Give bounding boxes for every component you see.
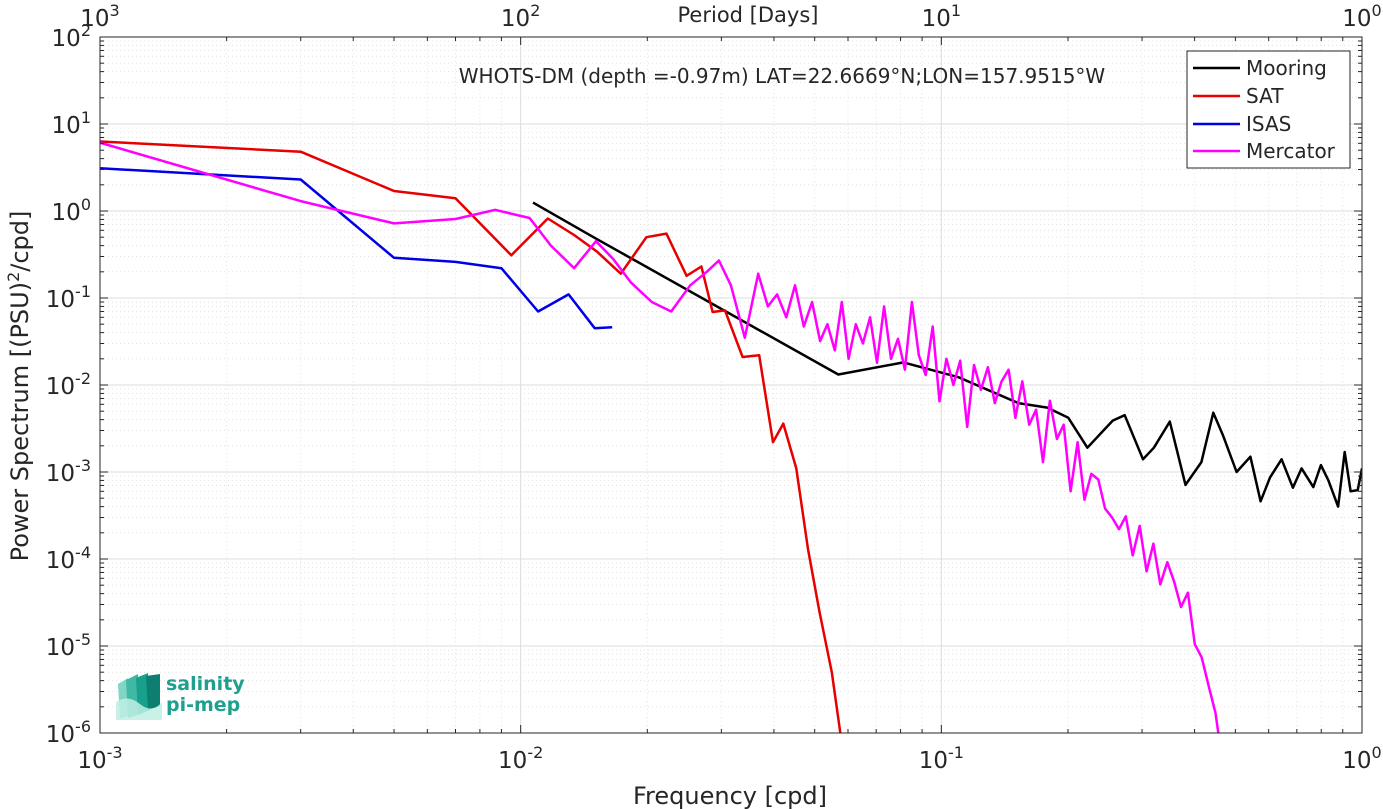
logo-line-1: salinity [166, 673, 245, 695]
y-tick-label: 10-1 [46, 282, 91, 313]
axis-ticks [99, 36, 1363, 734]
y-tick-label: 10-5 [46, 630, 91, 661]
x-tick-label: 10-2 [498, 743, 543, 774]
x-tick-label: 100 [1342, 743, 1381, 774]
series-line-sat [100, 140, 842, 733]
y-tick-label: 102 [52, 21, 91, 52]
x-axis-label: Frequency [cpd] [633, 782, 827, 809]
legend-label-mercator: Mercator [1246, 139, 1336, 163]
y-axis-label: Power Spectrum [(PSU)2/cpd] [4, 211, 35, 562]
series-line-mercator [100, 141, 1220, 733]
x2-tick-label: 101 [922, 1, 961, 32]
legend-label-isas: ISAS [1246, 112, 1291, 136]
legend-label-sat: SAT [1246, 84, 1284, 108]
series-layer [100, 140, 1362, 733]
y-tick-label: 10-2 [46, 369, 91, 400]
y-tick-label: 10-6 [46, 717, 91, 748]
legend: Mooring SAT ISAS Mercator [1186, 50, 1351, 169]
x-tick-label: 10-1 [919, 743, 964, 774]
series-line-mooring [532, 201, 1362, 508]
x2-axis-label: Period [Days] [678, 3, 819, 27]
chart-title: WHOTS-DM (depth =-0.97m) LAT=22.6669°N;L… [459, 64, 1106, 88]
y-tick-label: 101 [52, 108, 91, 139]
logo-line-2: pi-mep [166, 694, 241, 716]
y-tick-label: 10-3 [46, 456, 91, 487]
legend-label-mooring: Mooring [1246, 56, 1327, 80]
y-tick-label: 10-4 [46, 543, 91, 574]
x-tick-label: 10-3 [77, 743, 122, 774]
salinity-pi-mep-logo: salinity pi-mep [116, 672, 246, 722]
x2-tick-label: 102 [501, 1, 540, 32]
x2-tick-label: 100 [1342, 1, 1381, 32]
logo-mark-icon [116, 673, 162, 720]
series-line-isas [100, 167, 613, 330]
legend-box [1186, 50, 1351, 169]
x2-tick-label: 103 [80, 1, 119, 32]
y-tick-label: 100 [52, 195, 91, 226]
